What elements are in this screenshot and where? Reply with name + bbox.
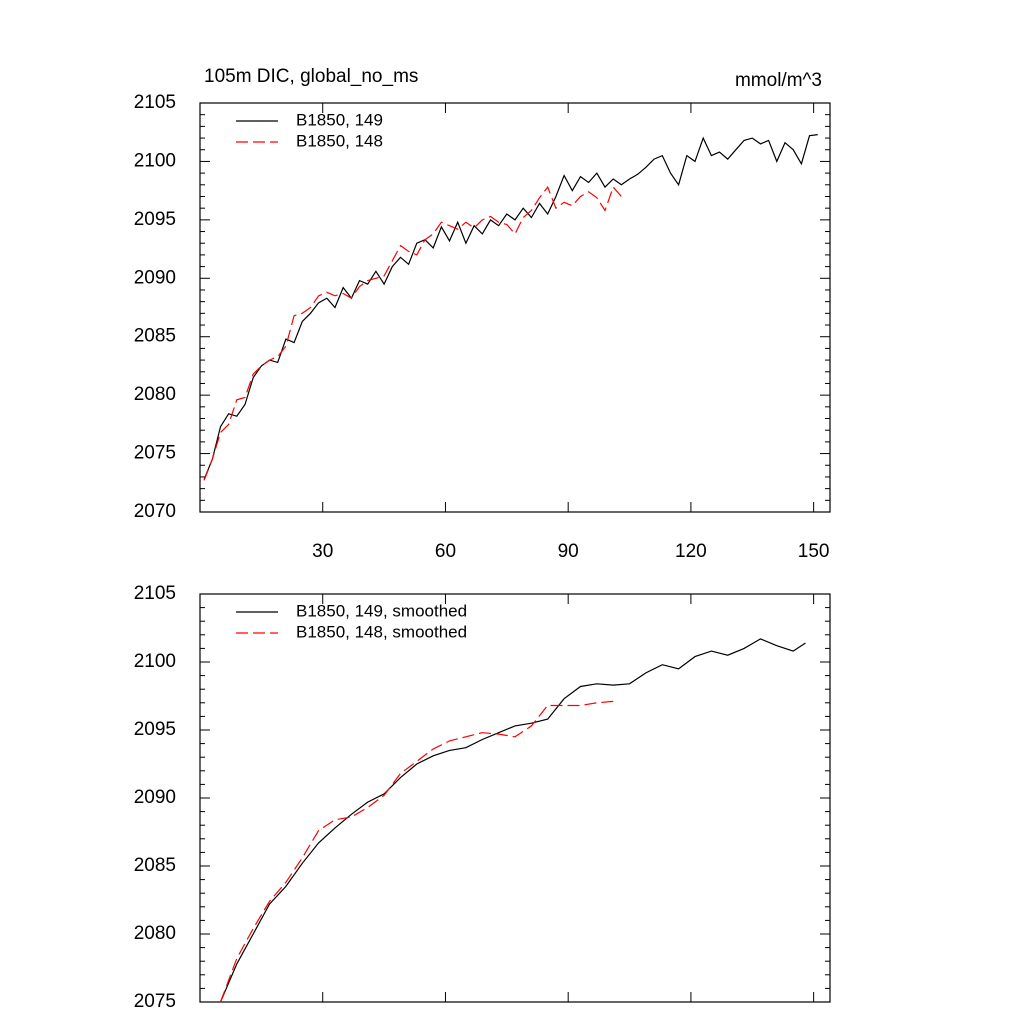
plot-frame bbox=[199, 593, 831, 1003]
y-tick-label: 2080 bbox=[134, 384, 176, 405]
y-tick-label: 2080 bbox=[134, 923, 176, 944]
data-line bbox=[219, 700, 614, 1003]
y-tick-label: 2105 bbox=[134, 92, 176, 113]
data-line bbox=[219, 638, 806, 1003]
y-tick-label: 2075 bbox=[134, 991, 176, 1012]
legend-label: B1850, 149, smoothed bbox=[296, 601, 467, 620]
y-tick-label: 2070 bbox=[134, 501, 176, 522]
y-tick-label: 2105 bbox=[134, 583, 176, 604]
x-tick-label: 90 bbox=[558, 541, 579, 562]
y-tick-label: 2095 bbox=[134, 209, 176, 230]
legend-label: B1850, 149 bbox=[296, 110, 383, 129]
y-tick-label: 2090 bbox=[134, 267, 176, 288]
legend-label: B1850, 148 bbox=[296, 131, 383, 150]
x-tick-label: 60 bbox=[435, 541, 456, 562]
x-tick-label: 120 bbox=[675, 541, 707, 562]
x-tick-label: 30 bbox=[312, 541, 333, 562]
y-tick-label: 2100 bbox=[134, 651, 176, 672]
x-tick-label: 150 bbox=[798, 541, 830, 562]
y-tick-label: 2090 bbox=[134, 787, 176, 808]
data-line bbox=[203, 185, 622, 481]
plot-frame bbox=[199, 102, 831, 513]
y-tick-label: 2085 bbox=[134, 326, 176, 347]
y-tick-label: 2095 bbox=[134, 719, 176, 740]
data-line bbox=[203, 134, 818, 480]
chart-title: 105m DIC, global_no_ms bbox=[204, 66, 418, 87]
y-tick-label: 2100 bbox=[134, 150, 176, 171]
units-label: mmol/m^3 bbox=[735, 70, 822, 91]
y-tick-label: 2085 bbox=[134, 855, 176, 876]
y-tick-label: 2075 bbox=[134, 443, 176, 464]
legend-label: B1850, 148, smoothed bbox=[296, 622, 467, 641]
